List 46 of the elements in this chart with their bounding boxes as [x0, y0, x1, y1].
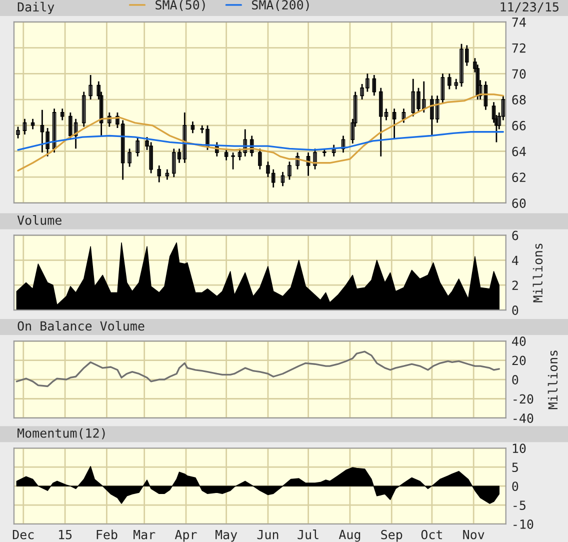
x-tick-label: Sep [381, 530, 402, 542]
y-tick-label: 66 [512, 120, 526, 130]
y-tick-label: 40 [512, 336, 526, 346]
y-tick-label: 2 [512, 280, 518, 290]
x-tick-label: Apr [174, 530, 197, 542]
y-tick-label: 6 [512, 230, 518, 240]
chart-title: Momentum(12) [18, 428, 105, 440]
x-tick-label: Dec [12, 530, 34, 540]
y-tick-label: 0 [512, 375, 518, 384]
y-tick-label: 68 [512, 95, 526, 104]
x-tick-label: Mar [134, 530, 156, 540]
y-tick-label: -40 [514, 413, 534, 423]
y-tick-label: 5 [512, 462, 518, 472]
chart-title: On Balance Volume [18, 320, 144, 331]
x-tick-label: Oct [421, 530, 442, 540]
y-tick-label: 20 [512, 356, 526, 366]
y-tick-label: 74 [512, 18, 526, 27]
y-tick-label: 64 [512, 146, 526, 156]
candlestick [231, 152, 235, 170]
legend-label: SMA(50) [156, 0, 205, 11]
x-tick-label: May [216, 530, 238, 542]
y-tick-label: 0 [512, 306, 518, 315]
y-tick-label: 62 [512, 172, 526, 182]
y-tick-label: -10 [514, 520, 534, 529]
chart-title: Volume [17, 215, 62, 225]
y-tick-label: 70 [512, 69, 526, 79]
x-tick-label: Aug [338, 530, 360, 542]
y-axis-title: Millions [532, 244, 543, 302]
text: 11/23/15 [500, 2, 558, 13]
x-tick-label: Jul [298, 530, 318, 540]
legend-label: SMA(200) [252, 0, 309, 11]
y-axis-title: Millions [548, 350, 558, 410]
x-tick-label: Feb [96, 530, 118, 540]
x-tick-label: 15 [59, 530, 72, 540]
line-series [16, 350, 500, 388]
x-tick-label: Jun [257, 530, 278, 540]
x-tick-label: Nov [463, 530, 484, 540]
y-tick-label: 60 [512, 198, 526, 208]
y-tick-label: -5 [514, 500, 526, 510]
y-tick-label: 72 [512, 43, 526, 53]
y-tick-label: -20 [514, 394, 534, 404]
y-tick-label: 10 [512, 444, 526, 454]
y-tick-label: 0 [512, 482, 518, 492]
line-series [17, 131, 504, 151]
chart-title: Daily [18, 2, 54, 14]
y-tick-label: 4 [512, 256, 518, 265]
